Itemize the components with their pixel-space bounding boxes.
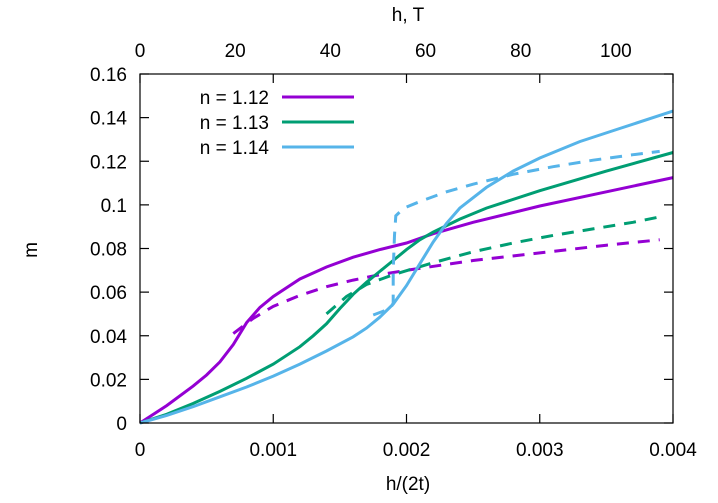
x-tick-label: 0.001 <box>249 440 297 461</box>
y-tick-label: 0 <box>116 414 127 435</box>
x-axis-title: h/(2t) <box>386 474 430 495</box>
legend-label-1: n = 1.12 <box>200 88 269 109</box>
series-dashed-line-3 <box>372 149 660 317</box>
y-tick-label: 0.14 <box>90 109 127 130</box>
x-tick-label: 0.004 <box>649 440 697 461</box>
top-x-tick-label: 80 <box>510 41 531 62</box>
series-solid-line-2 <box>139 151 674 425</box>
x-tick-label: 0.003 <box>516 440 564 461</box>
series-dashed-line-2 <box>325 215 660 316</box>
y-tick-label: 0.08 <box>90 240 127 261</box>
top-x-tick-label: 0 <box>135 41 146 62</box>
y-tick-label: 0.1 <box>101 196 127 217</box>
top-x-tick-label: 100 <box>600 41 632 62</box>
y-tick-label: 0.16 <box>90 65 127 86</box>
legend-label-3: n = 1.14 <box>200 138 270 159</box>
legend-label-2: n = 1.13 <box>200 113 269 134</box>
y-tick-label: 0.02 <box>90 370 127 391</box>
top-x-axis-title: h, T <box>392 5 425 26</box>
series-solid-line-1 <box>139 176 674 425</box>
x-tick-label: 0 <box>135 440 146 461</box>
x-tick-label: 0.002 <box>383 440 431 461</box>
y-tick-label: 0.12 <box>90 152 127 173</box>
legend: n = 1.12 n = 1.13 n = 1.14 <box>200 88 354 159</box>
series-solid-line-3 <box>139 109 674 425</box>
top-x-tick-label: 40 <box>320 41 341 62</box>
tick-labels: 0 0.001 0.002 0.003 0.004 0 20 40 60 80 100 0 0.02 0.… <box>90 41 697 461</box>
top-x-tick-label: 20 <box>225 41 246 62</box>
y-tick-label: 0.06 <box>90 283 127 304</box>
y-tick-label: 0.04 <box>90 327 127 348</box>
series-lines <box>139 109 674 425</box>
top-x-tick-label: 60 <box>415 41 436 62</box>
axes <box>139 73 674 424</box>
series-dashed-line-1 <box>232 238 660 335</box>
y-axis-title: m <box>21 242 42 258</box>
